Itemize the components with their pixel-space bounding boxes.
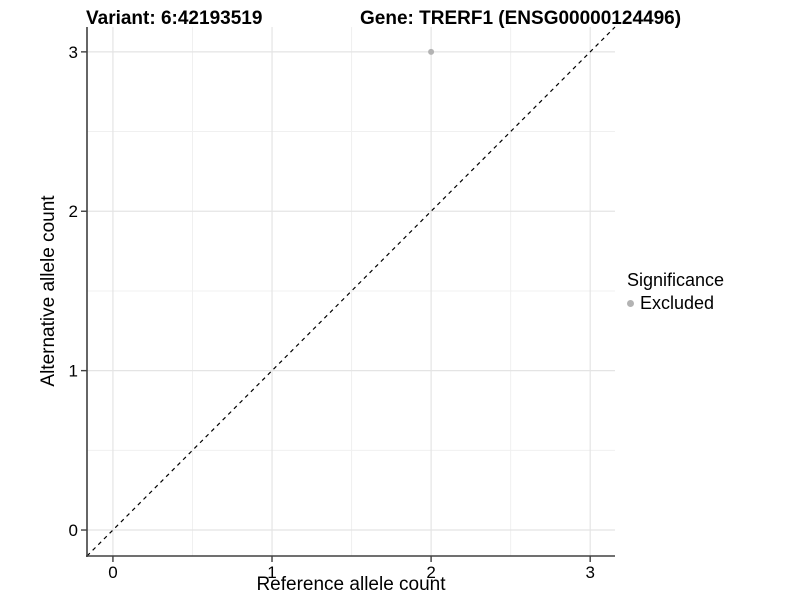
y-tick-label: 1 bbox=[69, 362, 78, 381]
legend-item-label: Excluded bbox=[640, 293, 715, 313]
x-tick-label: 0 bbox=[108, 563, 117, 582]
identity-reference-line bbox=[86, 26, 616, 557]
legend-item-excluded: Excluded bbox=[627, 293, 724, 313]
y-axis-title: Alternative allele count bbox=[38, 195, 59, 387]
x-tick-label: 2 bbox=[426, 563, 435, 582]
legend-circle-icon bbox=[627, 299, 634, 307]
variant-title: Variant: 6:42193519 bbox=[86, 8, 263, 29]
legend: Significance Excluded bbox=[627, 270, 724, 313]
x-tick-label: 3 bbox=[585, 563, 594, 582]
x-tick-label: 1 bbox=[267, 563, 276, 582]
gene-title: Gene: TRERF1 (ENSG00000124496) bbox=[360, 8, 682, 29]
x-axis-title: Reference allele count bbox=[256, 574, 446, 595]
data-point bbox=[428, 48, 435, 55]
y-tick-label: 2 bbox=[69, 202, 78, 221]
y-tick-label: 3 bbox=[69, 43, 78, 62]
legend-title: Significance bbox=[627, 270, 725, 290]
y-tick-label: 0 bbox=[69, 521, 78, 540]
